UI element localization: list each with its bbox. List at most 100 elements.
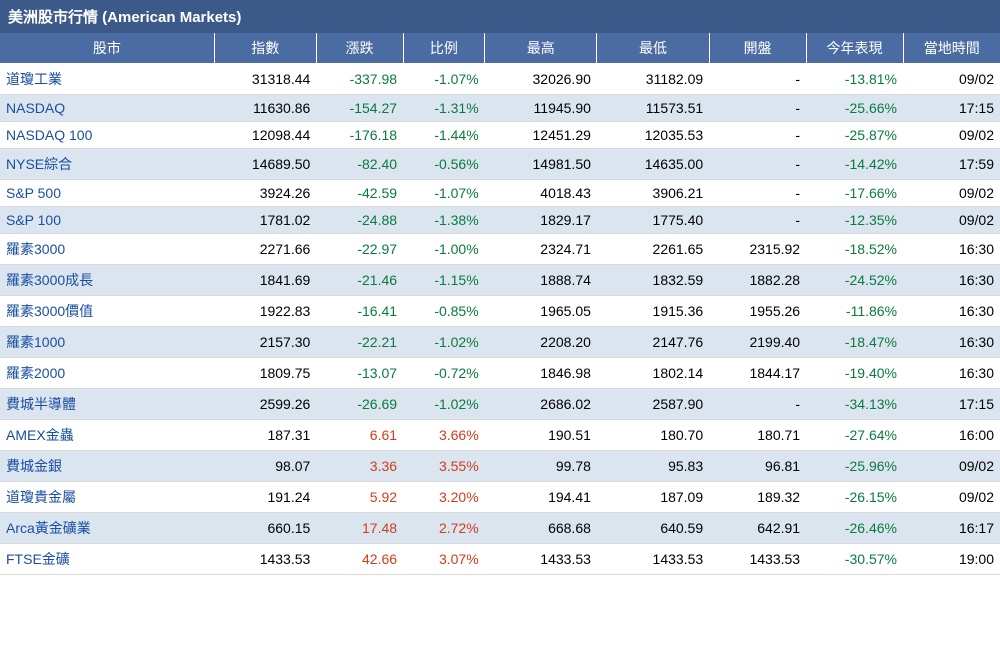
cell-low: 2261.65 — [597, 234, 709, 265]
cell-name[interactable]: 羅素3000成長 — [0, 265, 214, 296]
table-row: 費城半導體2599.26-26.69-1.02%2686.022587.90--… — [0, 389, 1000, 420]
cell-index: 1841.69 — [214, 265, 316, 296]
cell-index: 1922.83 — [214, 296, 316, 327]
cell-open: 642.91 — [709, 513, 806, 544]
cell-open: - — [709, 180, 806, 207]
cell-time: 17:15 — [903, 389, 1000, 420]
cell-time: 16:30 — [903, 265, 1000, 296]
col-header-ytd[interactable]: 今年表現 — [806, 33, 903, 64]
cell-name[interactable]: AMEX金蟲 — [0, 420, 214, 451]
cell-chg: -176.18 — [316, 122, 403, 149]
cell-low: 1433.53 — [597, 544, 709, 575]
cell-high: 1433.53 — [485, 544, 597, 575]
cell-chg: 17.48 — [316, 513, 403, 544]
cell-high: 190.51 — [485, 420, 597, 451]
cell-ytd: -18.52% — [806, 234, 903, 265]
cell-pct: 2.72% — [403, 513, 485, 544]
cell-low: 12035.53 — [597, 122, 709, 149]
cell-low: 1775.40 — [597, 207, 709, 234]
col-header-name[interactable]: 股市 — [0, 33, 214, 64]
cell-pct: -1.02% — [403, 389, 485, 420]
cell-chg: -13.07 — [316, 358, 403, 389]
col-header-open[interactable]: 開盤 — [709, 33, 806, 64]
cell-name[interactable]: FTSE金礦 — [0, 544, 214, 575]
cell-index: 2157.30 — [214, 327, 316, 358]
cell-chg: -16.41 — [316, 296, 403, 327]
table-row: NASDAQ 10012098.44-176.18-1.44%12451.291… — [0, 122, 1000, 149]
cell-high: 1965.05 — [485, 296, 597, 327]
table-row: S&P 5003924.26-42.59-1.07%4018.433906.21… — [0, 180, 1000, 207]
cell-open: 1955.26 — [709, 296, 806, 327]
table-row: NASDAQ11630.86-154.27-1.31%11945.9011573… — [0, 95, 1000, 122]
cell-name[interactable]: 費城金銀 — [0, 451, 214, 482]
cell-low: 187.09 — [597, 482, 709, 513]
table-row: 羅素10002157.30-22.21-1.02%2208.202147.762… — [0, 327, 1000, 358]
table-row: 羅素20001809.75-13.07-0.72%1846.981802.141… — [0, 358, 1000, 389]
cell-name[interactable]: NASDAQ 100 — [0, 122, 214, 149]
cell-high: 14981.50 — [485, 149, 597, 180]
cell-ytd: -13.81% — [806, 64, 903, 95]
cell-chg: -22.21 — [316, 327, 403, 358]
cell-name[interactable]: S&P 100 — [0, 207, 214, 234]
cell-open: 2315.92 — [709, 234, 806, 265]
col-header-high[interactable]: 最高 — [485, 33, 597, 64]
col-header-pct[interactable]: 比例 — [403, 33, 485, 64]
cell-time: 09/02 — [903, 122, 1000, 149]
cell-index: 1809.75 — [214, 358, 316, 389]
cell-name[interactable]: 費城半導體 — [0, 389, 214, 420]
cell-name[interactable]: 羅素3000價值 — [0, 296, 214, 327]
cell-name[interactable]: 道瓊貴金屬 — [0, 482, 214, 513]
cell-time: 16:30 — [903, 358, 1000, 389]
cell-name[interactable]: S&P 500 — [0, 180, 214, 207]
cell-low: 1832.59 — [597, 265, 709, 296]
cell-high: 1846.98 — [485, 358, 597, 389]
cell-name[interactable]: 羅素3000 — [0, 234, 214, 265]
cell-open: - — [709, 207, 806, 234]
cell-low: 1802.14 — [597, 358, 709, 389]
cell-pct: 3.66% — [403, 420, 485, 451]
col-header-index[interactable]: 指數 — [214, 33, 316, 64]
cell-pct: -1.07% — [403, 64, 485, 95]
cell-name[interactable]: Arca黃金礦業 — [0, 513, 214, 544]
table-row: 羅素3000價值1922.83-16.41-0.85%1965.051915.3… — [0, 296, 1000, 327]
cell-time: 17:59 — [903, 149, 1000, 180]
cell-chg: -22.97 — [316, 234, 403, 265]
col-header-low[interactable]: 最低 — [597, 33, 709, 64]
cell-name[interactable]: 道瓊工業 — [0, 64, 214, 95]
cell-name[interactable]: 羅素2000 — [0, 358, 214, 389]
cell-index: 1433.53 — [214, 544, 316, 575]
cell-pct: -1.38% — [403, 207, 485, 234]
cell-ytd: -25.96% — [806, 451, 903, 482]
cell-open: 1882.28 — [709, 265, 806, 296]
cell-low: 2587.90 — [597, 389, 709, 420]
cell-pct: -0.85% — [403, 296, 485, 327]
cell-ytd: -17.66% — [806, 180, 903, 207]
cell-time: 09/02 — [903, 64, 1000, 95]
cell-low: 11573.51 — [597, 95, 709, 122]
cell-pct: -0.72% — [403, 358, 485, 389]
cell-index: 1781.02 — [214, 207, 316, 234]
cell-time: 16:17 — [903, 513, 1000, 544]
cell-ytd: -14.42% — [806, 149, 903, 180]
cell-ytd: -27.64% — [806, 420, 903, 451]
cell-low: 1915.36 — [597, 296, 709, 327]
cell-high: 4018.43 — [485, 180, 597, 207]
cell-pct: 3.55% — [403, 451, 485, 482]
cell-name[interactable]: NYSE綜合 — [0, 149, 214, 180]
cell-chg: 42.66 — [316, 544, 403, 575]
cell-pct: -1.02% — [403, 327, 485, 358]
table-row: AMEX金蟲187.316.613.66%190.51180.70180.71-… — [0, 420, 1000, 451]
cell-name[interactable]: NASDAQ — [0, 95, 214, 122]
table-row: 羅素30002271.66-22.97-1.00%2324.712261.652… — [0, 234, 1000, 265]
cell-index: 191.24 — [214, 482, 316, 513]
cell-open: 1844.17 — [709, 358, 806, 389]
cell-index: 98.07 — [214, 451, 316, 482]
cell-open: - — [709, 389, 806, 420]
cell-high: 1829.17 — [485, 207, 597, 234]
col-header-time[interactable]: 當地時間 — [903, 33, 1000, 64]
cell-open: 180.71 — [709, 420, 806, 451]
cell-name[interactable]: 羅素1000 — [0, 327, 214, 358]
col-header-chg[interactable]: 漲跌 — [316, 33, 403, 64]
cell-open: - — [709, 64, 806, 95]
cell-pct: 3.20% — [403, 482, 485, 513]
